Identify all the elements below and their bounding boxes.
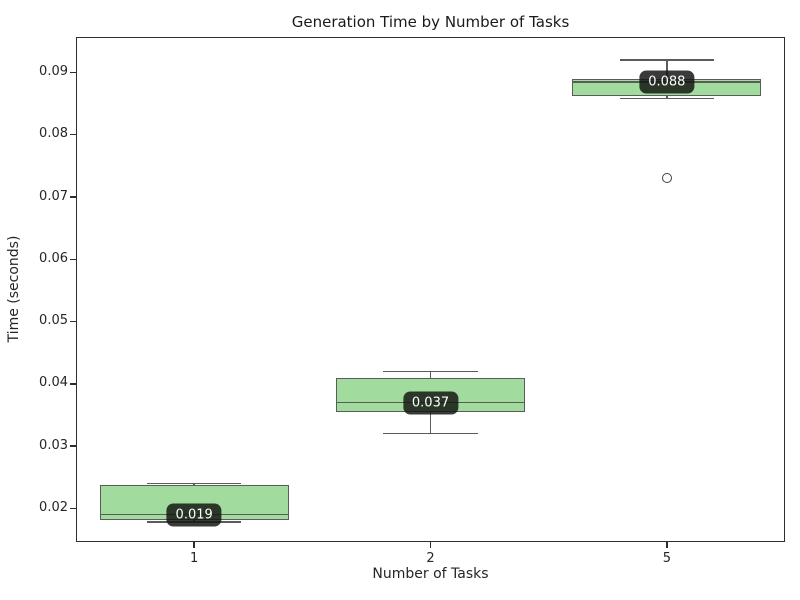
- x-tick-mark: [666, 542, 668, 548]
- y-tick-mark: [70, 71, 76, 74]
- y-tick-label: 0.05: [39, 313, 68, 329]
- y-axis-label: Time (seconds): [6, 235, 22, 343]
- whisker-upper-cap: [146, 482, 242, 485]
- y-tick-mark: [70, 445, 76, 447]
- y-tick-label: 0.02: [39, 499, 68, 515]
- x-tick-label: 2: [426, 551, 435, 566]
- y-tick-label: 0.08: [39, 126, 68, 142]
- whisker-lower-stem: [429, 411, 432, 434]
- y-tick-label: 0.03: [39, 437, 68, 453]
- median-annotation: 0.019: [166, 503, 222, 527]
- y-tick-label: 0.09: [39, 63, 68, 79]
- median-annotation: 0.037: [402, 391, 459, 415]
- y-tick-label: 0.06: [39, 250, 68, 266]
- x-tick-label: 1: [190, 551, 199, 566]
- x-axis-label: Number of Tasks: [372, 566, 489, 582]
- y-tick-label: 0.07: [39, 188, 68, 204]
- whisker-upper-cap: [619, 59, 715, 61]
- y-tick-mark: [70, 196, 76, 198]
- whisker-lower-cap: [619, 97, 715, 100]
- y-tick-mark: [70, 134, 76, 136]
- whisker-upper-stem: [666, 60, 668, 79]
- y-tick-mark: [70, 383, 76, 385]
- x-tick-mark: [429, 542, 432, 548]
- median-annotation: 0.088: [639, 70, 695, 94]
- y-tick-mark: [70, 258, 76, 260]
- whisker-upper-stem: [429, 371, 432, 378]
- y-tick-label: 0.04: [39, 375, 68, 391]
- plot-area: [76, 37, 785, 542]
- outlier-marker: [661, 173, 672, 184]
- y-tick-mark: [70, 320, 76, 323]
- x-tick-mark: [193, 542, 195, 548]
- whisker-lower-cap: [383, 432, 478, 435]
- chart-title: Generation Time by Number of Tasks: [291, 13, 570, 31]
- whisker-upper-cap: [383, 370, 478, 373]
- y-tick-mark: [70, 507, 76, 510]
- whisker-lower-stem: [666, 96, 668, 99]
- x-tick-label: 5: [662, 551, 671, 566]
